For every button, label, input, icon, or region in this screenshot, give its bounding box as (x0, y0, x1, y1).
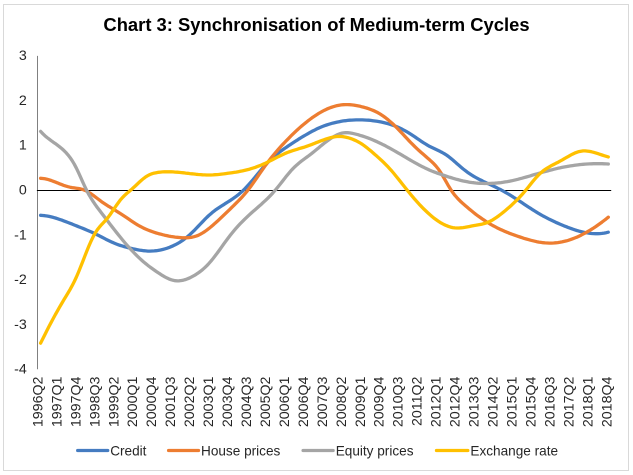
svg-text:House prices: House prices (201, 443, 281, 458)
svg-text:2018Q4: 2018Q4 (599, 377, 615, 428)
svg-text:2000Q4: 2000Q4 (144, 377, 160, 428)
svg-text:3: 3 (19, 48, 27, 64)
svg-text:2012Q4: 2012Q4 (448, 377, 464, 428)
svg-text:0: 0 (19, 183, 27, 199)
svg-text:2010Q3: 2010Q3 (391, 377, 407, 428)
svg-text:2: 2 (19, 93, 27, 109)
svg-text:-2: -2 (14, 272, 27, 288)
svg-text:Exchange rate: Exchange rate (470, 443, 558, 458)
svg-text:-4: -4 (14, 362, 27, 378)
svg-text:1998Q3: 1998Q3 (87, 377, 103, 428)
svg-text:2009Q1: 2009Q1 (353, 377, 369, 428)
svg-text:2007Q3: 2007Q3 (315, 377, 331, 428)
svg-text:2012Q1: 2012Q1 (429, 377, 445, 428)
svg-text:2000Q1: 2000Q1 (125, 377, 141, 428)
svg-text:2006Q1: 2006Q1 (277, 377, 293, 428)
svg-text:2018Q1: 2018Q1 (580, 377, 596, 428)
svg-text:2015Q4: 2015Q4 (523, 377, 539, 428)
svg-text:2015Q1: 2015Q1 (505, 377, 521, 428)
svg-text:2003Q1: 2003Q1 (201, 377, 217, 428)
svg-text:2009Q4: 2009Q4 (372, 377, 388, 428)
svg-text:2013Q3: 2013Q3 (467, 377, 483, 428)
svg-text:2014Q2: 2014Q2 (486, 377, 502, 428)
svg-text:2003Q4: 2003Q4 (220, 377, 236, 428)
svg-text:1996Q2: 1996Q2 (30, 377, 46, 428)
svg-text:1: 1 (19, 138, 27, 154)
svg-text:2017Q2: 2017Q2 (561, 377, 577, 428)
svg-text:2001Q3: 2001Q3 (163, 377, 179, 428)
svg-text:1997Q4: 1997Q4 (68, 377, 84, 428)
svg-text:2011Q2: 2011Q2 (410, 376, 426, 426)
svg-text:1997Q1: 1997Q1 (49, 377, 65, 428)
svg-text:1999Q2: 1999Q2 (106, 377, 122, 428)
svg-text:2004Q3: 2004Q3 (239, 377, 255, 428)
svg-text:Equity prices: Equity prices (336, 443, 414, 458)
svg-text:-3: -3 (14, 317, 27, 333)
svg-text:2016Q3: 2016Q3 (542, 377, 558, 428)
svg-text:-1: -1 (14, 227, 27, 243)
svg-text:2008Q2: 2008Q2 (334, 377, 350, 428)
svg-text:2006Q4: 2006Q4 (296, 377, 312, 428)
svg-text:2002Q2: 2002Q2 (182, 377, 198, 428)
svg-text:2005Q2: 2005Q2 (258, 377, 274, 428)
svg-text:Credit: Credit (110, 443, 146, 458)
